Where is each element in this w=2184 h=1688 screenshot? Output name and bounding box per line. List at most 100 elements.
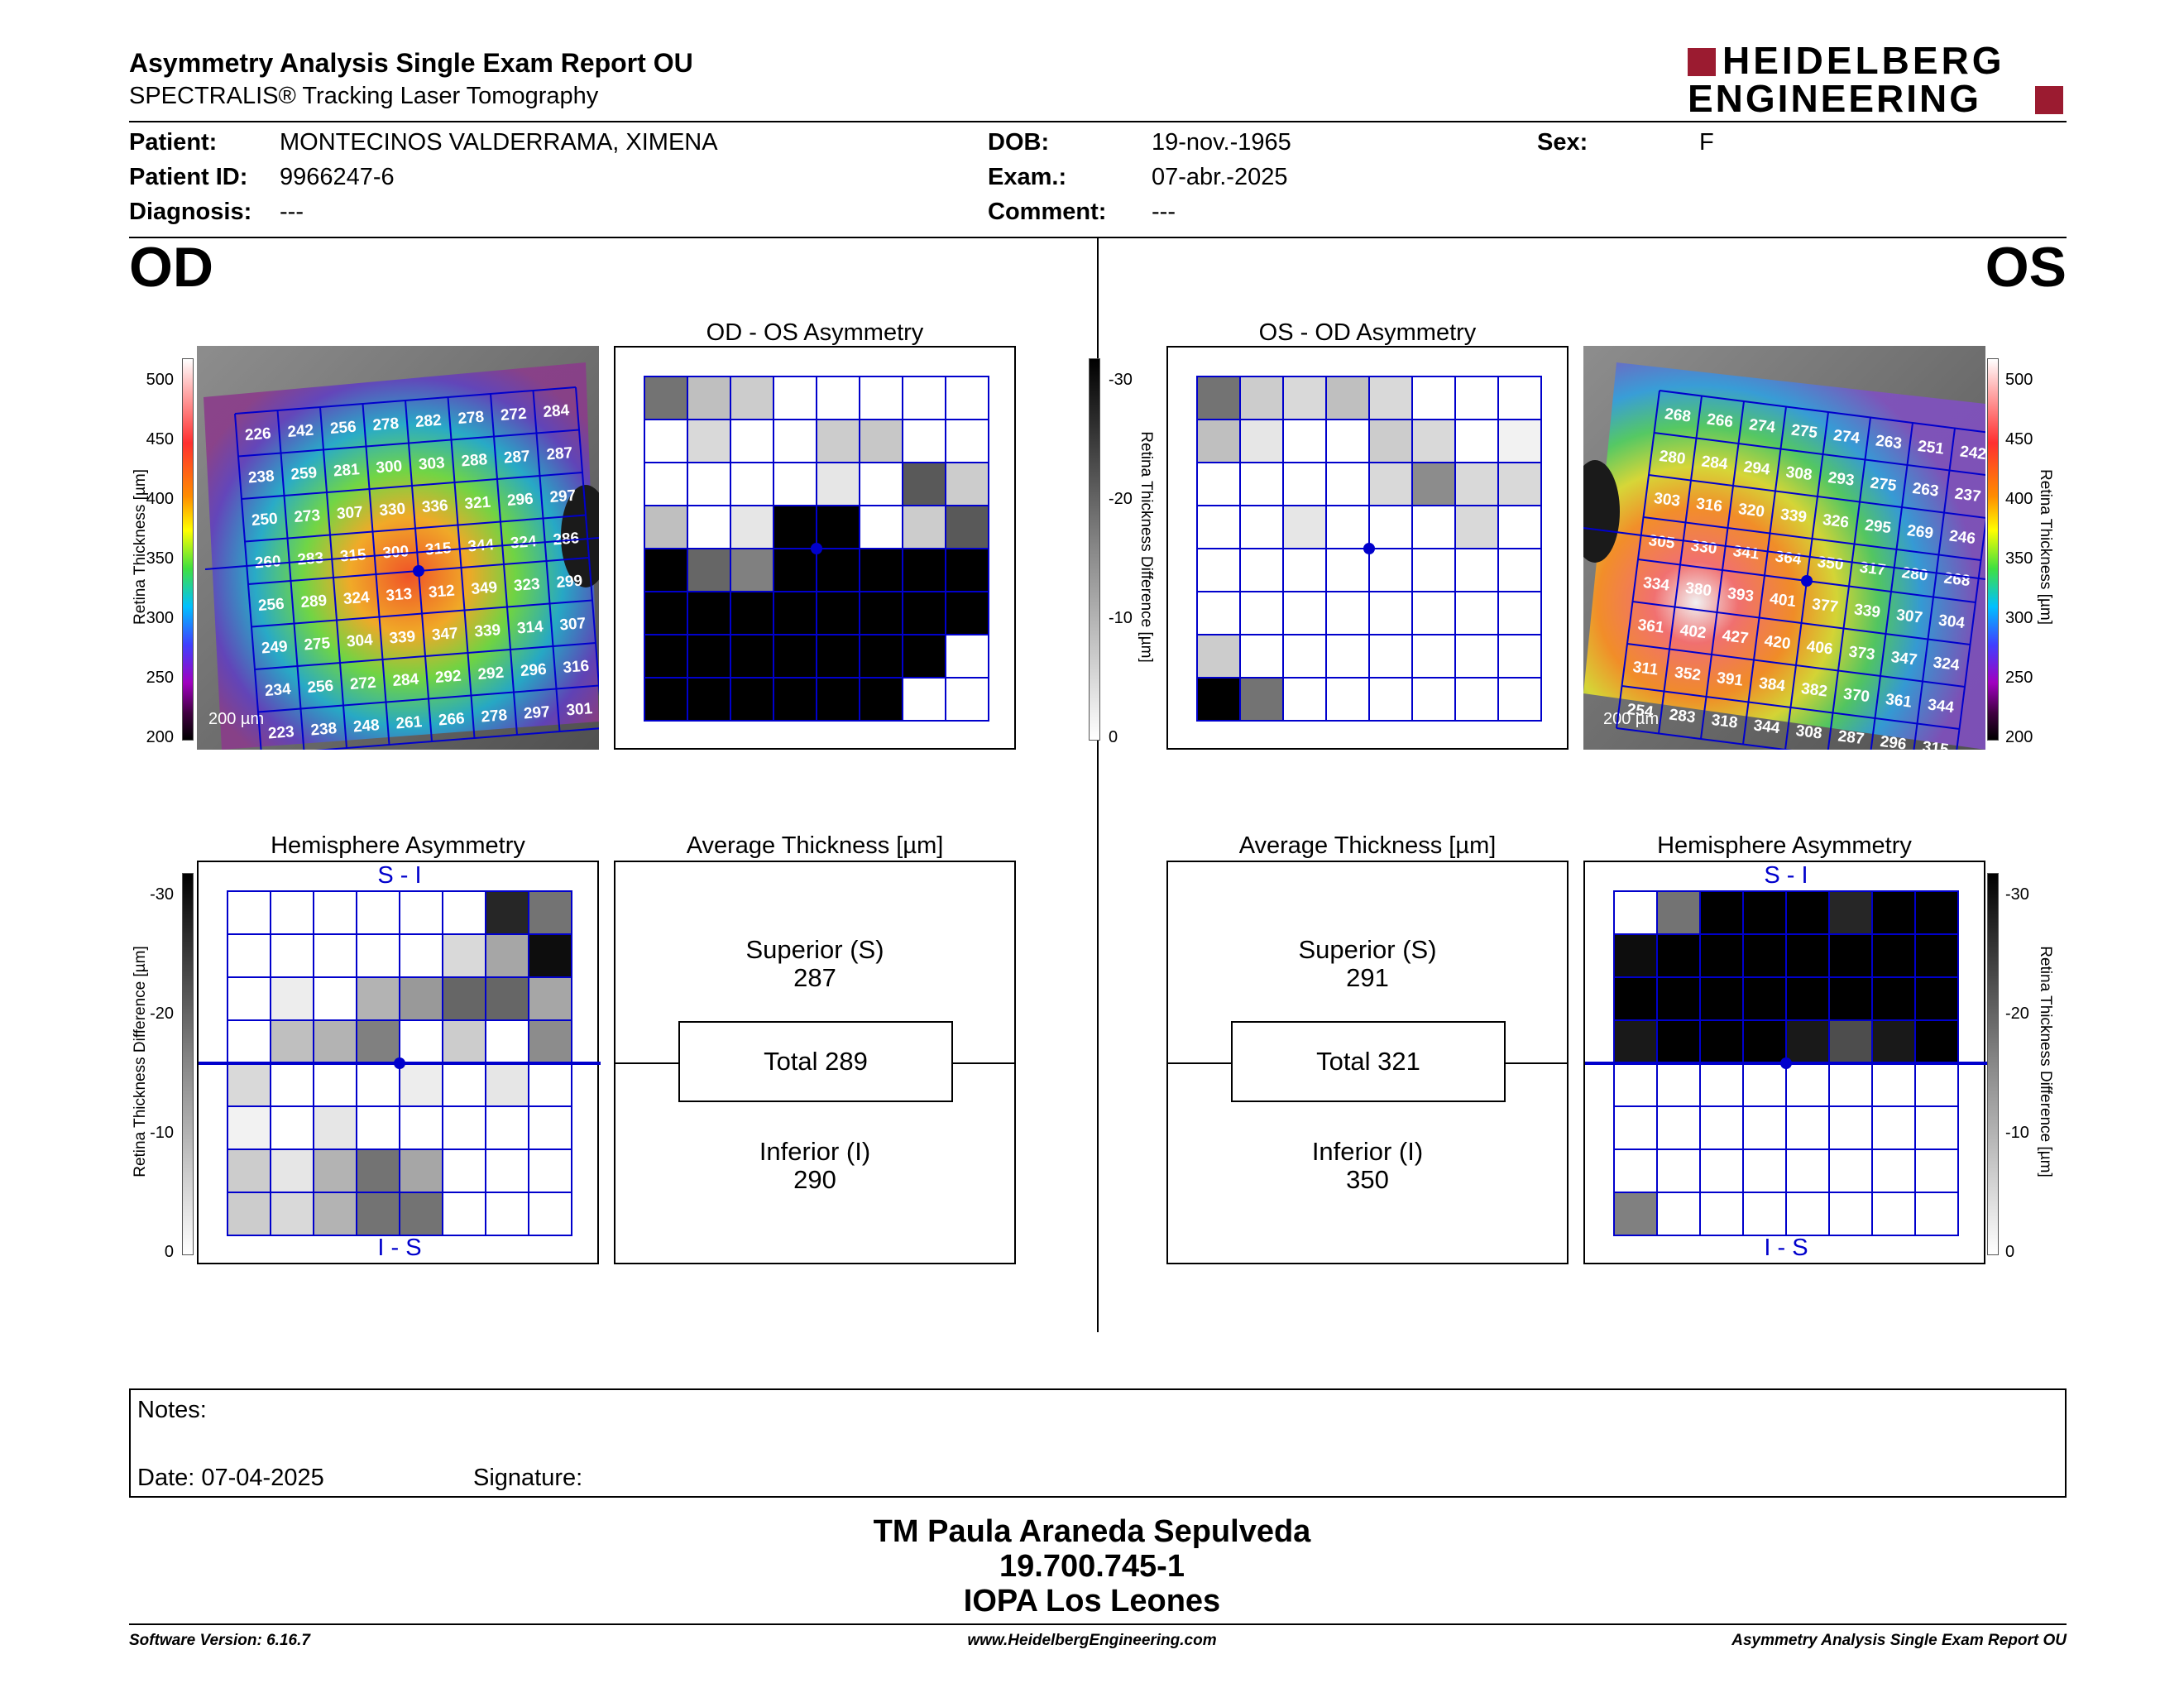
od-asym-cell [902, 376, 946, 420]
od-thick-value: 282 [414, 412, 442, 431]
os-hemi-cell [1613, 933, 1658, 978]
os-hemi-cell [1699, 1105, 1744, 1150]
os-asym-cell [1325, 462, 1370, 506]
od-asym-cell [730, 462, 774, 506]
website-link[interactable]: www.HeidelbergEngineering.com [967, 1632, 1217, 1649]
os-hemi-cell [1871, 1105, 1916, 1150]
diagnosis-label: Diagnosis: [129, 199, 252, 225]
os-thick-value: 296 [1880, 733, 1908, 750]
os-asym-cell [1411, 505, 1456, 549]
od-hemi-cell [442, 1019, 486, 1064]
os-asym-cell [1282, 376, 1327, 420]
os-thick-value: 304 [1937, 611, 1966, 632]
os-thick-value: 320 [1737, 501, 1765, 521]
od-hemi-cell [227, 976, 271, 1021]
os-thick-value: 274 [1748, 416, 1777, 437]
od-hemi-diff-tick: -20 [150, 1005, 174, 1023]
examiner-place: IOPA Los Leones [963, 1584, 1221, 1618]
od-thick-value: 312 [428, 583, 455, 602]
os-hemi-cell [1785, 890, 1830, 935]
os-thick-value: 269 [1906, 522, 1934, 543]
os-horizontal-axis-line [1583, 527, 1985, 580]
os-thick-value: 246 [1948, 527, 1976, 548]
logo-text-bottom: ENGINEERING [1688, 77, 1982, 120]
od-thick-value: 316 [563, 658, 590, 677]
od-asym-cell [816, 462, 860, 506]
os-hemi-cell [1613, 976, 1658, 1021]
os-hemi-cell [1914, 1192, 1959, 1236]
od-thick-value: 321 [464, 494, 492, 513]
od-hemi-cell [485, 1062, 529, 1107]
od-asym-cell [902, 548, 946, 592]
os-thick-gridline [1913, 428, 1956, 750]
od-hemi-cell [356, 976, 400, 1021]
sex-value: F [1699, 129, 1714, 156]
od-thick-value: 315 [424, 539, 453, 559]
os-thick-value: 334 [1642, 574, 1671, 595]
os-thick-value: 370 [1842, 685, 1870, 706]
os-thickness-grid: 268 266 274 275 274 263 251 242 280 284 294 308 293 2… [1583, 390, 1985, 750]
od-hemi-cell [485, 933, 529, 978]
od-asym-cell [687, 419, 731, 463]
os-thick-gridline [1956, 517, 1985, 750]
os-hemi-cell [1656, 1105, 1701, 1150]
od-label: OD [129, 236, 213, 299]
os-asym-cell [1239, 505, 1284, 549]
od-hemi-cell [485, 1149, 529, 1193]
os-thick-value: 294 [1743, 458, 1772, 479]
os-thick-value: 384 [1758, 674, 1787, 695]
od-thick-value: 286 [553, 530, 580, 549]
od-thick-value: 275 [304, 635, 332, 654]
od-thick-value: 296 [520, 661, 547, 680]
sex-label: Sex: [1537, 129, 1588, 156]
od-asym-cell [687, 505, 731, 549]
os-thick-value: 420 [1764, 632, 1792, 653]
os-thick-value: 347 [1890, 649, 1918, 669]
od-thick-value: 344 [467, 536, 496, 555]
od-thick-value: 272 [349, 674, 376, 693]
od-hemi-cell [270, 976, 314, 1021]
os-hemi-cell [1871, 1149, 1916, 1193]
od-hemi-cell [270, 933, 314, 978]
od-hemi-cell [528, 1062, 572, 1107]
comment-value: --- [1152, 199, 1176, 225]
od-asym-fovea-dot [811, 543, 822, 554]
od-asym-cell [773, 505, 817, 549]
os-asym-cell [1325, 591, 1370, 635]
os-is-label: I - S [1764, 1235, 1808, 1261]
od-hemi-cell [227, 1105, 271, 1150]
od-thick-value: 304 [346, 631, 374, 650]
os-thickness-axis-label: Retina Thickness [µm] [2037, 469, 2054, 625]
od-asym-cell [816, 634, 860, 679]
od-thick-value: 303 [418, 454, 445, 473]
od-thick-value: 259 [290, 464, 318, 483]
os-thickness-tick: 400 [2005, 490, 2033, 508]
os-hemi-cell [1742, 933, 1787, 978]
od-asym-cell [730, 677, 774, 722]
os-thickness-tick: 500 [2005, 371, 2033, 389]
os-inferior-label: Inferior (I) [1311, 1137, 1424, 1166]
od-total-box: Total 289 [678, 1021, 953, 1102]
od-thick-value: 284 [392, 671, 420, 690]
os-thick-value: 263 [1912, 480, 1940, 501]
od-asym-cell [644, 462, 688, 506]
os-hemi-cell [1742, 1062, 1787, 1107]
od-hemi-cell [227, 933, 271, 978]
os-asym-cell [1196, 677, 1241, 722]
os-asym-cell [1368, 591, 1413, 635]
od-asym-cell [773, 677, 817, 722]
os-thick-value: 283 [1669, 706, 1697, 727]
os-asym-cell [1497, 548, 1542, 592]
os-label: OS [1985, 236, 2067, 299]
os-thick-value: 280 [1659, 448, 1687, 468]
od-asym-cell [730, 591, 774, 635]
os-thick-value: 311 [1632, 659, 1660, 679]
od-hemi-cell [442, 933, 486, 978]
od-asym-cell [945, 462, 989, 506]
os-thick-value: 287 [1837, 727, 1866, 748]
examiner-rut: 19.700.745-1 [999, 1549, 1185, 1584]
od-thick-value: 315 [339, 546, 367, 565]
os-hemi-diff-tick: -20 [2005, 1005, 2029, 1023]
os-thick-value: 427 [1722, 627, 1750, 648]
os-hemi-cell [1914, 1019, 1959, 1064]
